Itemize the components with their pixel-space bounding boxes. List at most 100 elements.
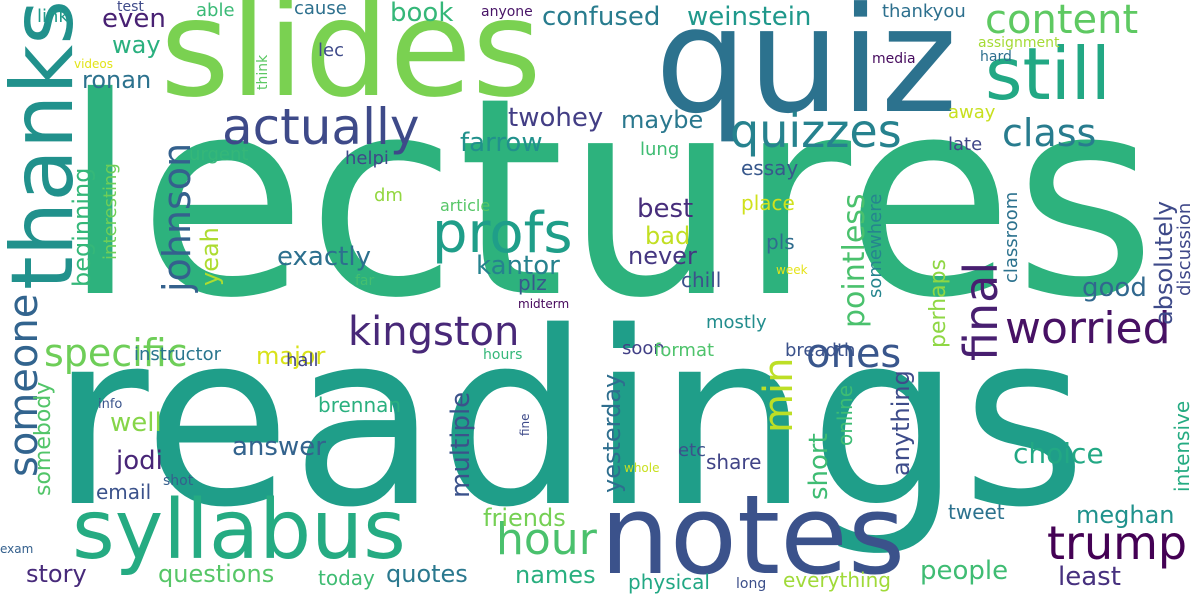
word: multiple [446, 391, 476, 498]
word: etc [678, 440, 707, 461]
word: final [954, 261, 1008, 361]
word: answer [232, 432, 326, 462]
word: exactly [277, 242, 371, 272]
word: johnson [155, 142, 199, 292]
word: tweet [948, 500, 1005, 524]
word: way [112, 31, 161, 59]
word: intensive [1170, 400, 1194, 492]
word: jodi [116, 446, 163, 476]
word: ronan [82, 66, 152, 94]
word: yeah [196, 227, 224, 286]
word: perhaps [926, 258, 951, 348]
word: place [741, 191, 795, 215]
word: somewhere [865, 193, 886, 298]
word: names [515, 561, 596, 589]
word: profs [432, 201, 573, 266]
word: best [637, 194, 694, 224]
word: quotes [386, 560, 468, 588]
word: late [948, 134, 983, 155]
word: confused [542, 2, 661, 32]
word: notes [600, 471, 906, 599]
word: long [736, 576, 767, 592]
word: quiz [655, 0, 958, 146]
word: assignment [978, 35, 1060, 51]
word: article [440, 196, 491, 215]
word: breadth [785, 340, 856, 361]
word: week [776, 263, 808, 277]
word: format [654, 340, 715, 361]
word: exam [0, 542, 34, 556]
word: yesterday [598, 373, 626, 493]
word: kingston [348, 309, 520, 355]
word: soon [622, 338, 665, 359]
word: lec [318, 40, 344, 61]
word: twohey [508, 103, 604, 133]
word: discussion [1174, 202, 1195, 296]
word: brennan [318, 393, 402, 417]
word: test [117, 0, 144, 15]
word: least [1058, 562, 1121, 592]
word: choice [1013, 437, 1104, 470]
word: plz [518, 271, 547, 295]
word: somebody [31, 381, 56, 496]
word: kantor [476, 251, 560, 281]
word: maybe [621, 106, 704, 134]
word: chill [681, 268, 722, 292]
word: book [390, 0, 454, 28]
word: email [96, 480, 152, 504]
word: away [948, 102, 996, 123]
word: thankyou [882, 1, 966, 22]
word: helpi [345, 148, 389, 169]
word: cause [294, 0, 347, 19]
word: friends [483, 504, 566, 532]
word: hours [483, 347, 523, 363]
word: lung [640, 139, 680, 160]
word: dm [374, 185, 403, 206]
word: good [1082, 273, 1147, 303]
word: fine [518, 413, 532, 436]
word: meghan [1076, 501, 1175, 529]
word: worried [1005, 303, 1171, 354]
word: mostly [706, 312, 767, 333]
word: story [26, 560, 87, 588]
word: think [255, 54, 271, 90]
word: beginning [68, 167, 96, 287]
word: media [872, 51, 916, 67]
word: weinstein [687, 2, 812, 32]
word: physical [628, 570, 710, 594]
word: people [920, 556, 1009, 586]
word: hour [496, 514, 597, 565]
word: anything [887, 370, 915, 476]
word: class [1002, 111, 1097, 155]
word: content [985, 0, 1139, 43]
word: info [98, 397, 123, 412]
word: share [706, 450, 762, 474]
word: midterm [518, 297, 570, 311]
word: interesting [100, 163, 121, 260]
word: link [37, 6, 69, 27]
word: shot [163, 473, 194, 489]
word: min [756, 357, 802, 433]
word: pls [766, 230, 795, 254]
word: anyone [481, 4, 533, 20]
word: major [256, 342, 326, 370]
word: far [355, 273, 375, 289]
word: essay [741, 156, 799, 180]
word: everything [783, 568, 891, 592]
word: questions [158, 560, 275, 588]
word: able [196, 0, 235, 21]
word: actually [222, 98, 420, 156]
word: even [102, 4, 166, 34]
word: urgent [189, 144, 249, 165]
word: quizzes [730, 104, 902, 158]
word: specific [44, 331, 188, 375]
word: trump [1047, 516, 1188, 570]
word: today [318, 566, 375, 590]
word: lectures [62, 39, 1157, 358]
word: never [628, 242, 697, 270]
word: ones [806, 331, 902, 377]
word: readings [50, 280, 1087, 560]
word: hard [980, 49, 1012, 65]
word: well [110, 408, 162, 438]
